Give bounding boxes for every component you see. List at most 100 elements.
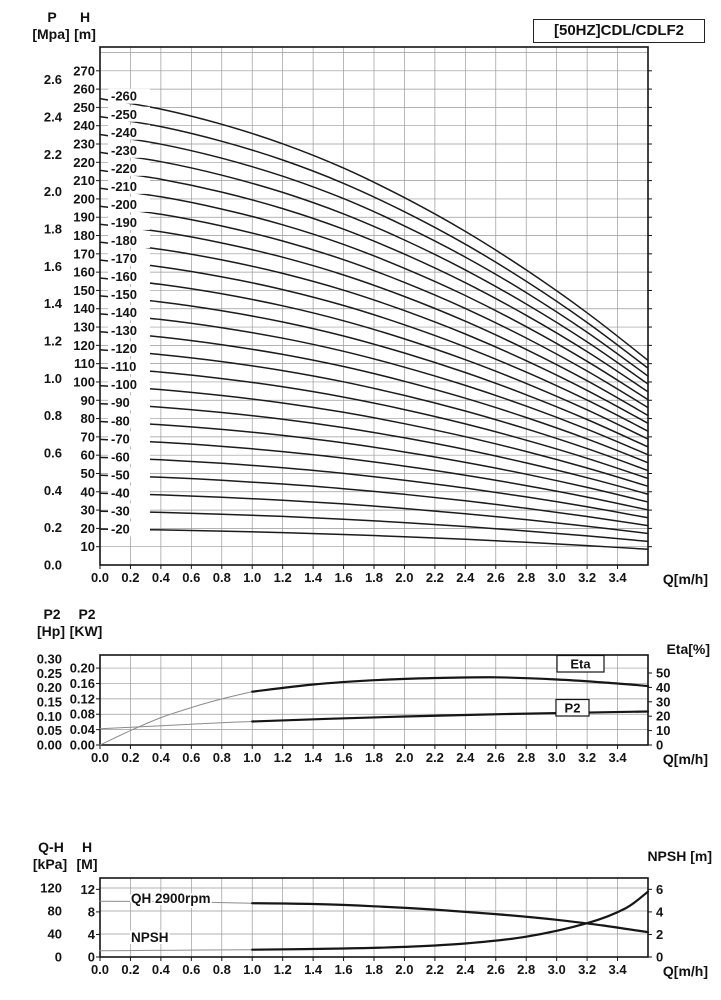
- p-tick-label: 0.4: [44, 483, 63, 498]
- pump-curve--80: [99, 420, 649, 503]
- pump-curve--140: [99, 313, 649, 456]
- power-kw-axis-unit: [KW]: [69, 623, 103, 639]
- npsh-curve: [251, 890, 650, 951]
- x-tick-label: 0.2: [121, 570, 139, 585]
- x-tick-label: 0.4: [152, 570, 171, 585]
- curve-label-bg: [108, 485, 150, 501]
- p-tick-label: 1.8: [44, 222, 62, 237]
- x-tick-label: 2.6: [487, 962, 505, 977]
- curve-label-bg: [108, 106, 150, 122]
- x-tick-label: 2.8: [517, 962, 535, 977]
- x-tick-label: 0.4: [152, 962, 171, 977]
- curve-label--230: -230: [111, 143, 137, 158]
- bottom-kpa-axis-title: Q-H: [38, 839, 64, 855]
- eta-curve: [251, 676, 650, 693]
- kpa-tick-label: 120: [40, 881, 62, 896]
- curve-label--20: -20: [111, 521, 130, 536]
- curve-label--120: -120: [111, 341, 137, 356]
- x-tick-label: 1.0: [243, 750, 261, 765]
- h-tick-label: 230: [73, 137, 95, 152]
- curve-label-bg: [108, 467, 150, 483]
- npsh-tick-label: 6: [656, 882, 663, 897]
- kw-tick-label: 0.08: [70, 707, 95, 722]
- eta-label-box: [556, 654, 605, 673]
- curve-label--90: -90: [111, 395, 130, 410]
- series-model-header: [50HZ]CDL/CDLF2: [533, 19, 705, 43]
- m-curve-label: QH 2900rpm: [131, 891, 211, 906]
- pump-curve--190: [99, 223, 649, 417]
- x-tick-label: 1.2: [274, 750, 292, 765]
- x-tick-label: 0.8: [213, 750, 231, 765]
- power-efficiency-chart: 0.0 0.2 0.4 0.6 0.8 1.0 1.2 1.4 1.6 1.8 2.0 2.2 2.4 2…: [37, 651, 671, 765]
- eta-tick-label: 30: [656, 694, 670, 709]
- p-tick-label: 0.2: [44, 520, 62, 535]
- power-eta-axis-title: Eta[%]: [666, 641, 710, 657]
- m-curve-thin: [99, 900, 253, 904]
- curve-label-bg: [108, 232, 150, 248]
- x-tick-label: 3.0: [548, 750, 566, 765]
- h-tick-label: 140: [73, 301, 95, 316]
- pump-curve--60: [99, 456, 649, 519]
- x-tick-label: 2.0: [395, 750, 413, 765]
- curve-label-bg: [108, 431, 150, 447]
- curve-label-bg: [108, 341, 150, 357]
- curve-label--40: -40: [111, 485, 130, 500]
- curve-label-bg: [108, 287, 150, 303]
- x-tick-label: 1.8: [365, 750, 383, 765]
- h-tick-label: 50: [81, 466, 95, 481]
- h-tick-label: 80: [81, 411, 95, 426]
- kpa-tick-label: 0: [55, 950, 62, 965]
- pump-curve--100: [99, 384, 649, 488]
- bottom-h-axis-title: H: [81, 839, 93, 855]
- x-tick-label: 2.2: [426, 570, 444, 585]
- h-tick-label: 180: [73, 228, 95, 243]
- x-tick-label: 2.4: [456, 962, 475, 977]
- p2-curve-label: P2: [565, 700, 581, 715]
- curve-label--260: -260: [111, 89, 137, 104]
- h-tick-label: 250: [73, 100, 95, 115]
- npsh-tick-label: 2: [656, 927, 663, 942]
- x-tick-label: 3.2: [578, 570, 596, 585]
- main-p-axis-unit: [Mpa]: [32, 26, 70, 42]
- qh-npsh-chart: 0.0 0.2 0.4 0.6 0.8 1.0 1.2 1.4 1.6 1.8 2.0 2.2 2.4 2…: [40, 877, 664, 977]
- hp-tick-label: 0.25: [37, 666, 62, 681]
- p-tick-label: 1.4: [44, 296, 63, 311]
- kw-tick-label: 0.20: [70, 661, 95, 676]
- x-tick-label: 1.4: [304, 962, 323, 977]
- h-tick-label: 100: [73, 374, 95, 389]
- pump-curve--40: [99, 492, 649, 535]
- h-tick-label: 60: [81, 448, 95, 463]
- p2-curve-thin: [99, 721, 253, 730]
- npsh-tick-label: 4: [656, 904, 664, 919]
- power-x-axis-title: Q[m/h]: [662, 751, 708, 767]
- x-tick-label: 0.6: [182, 962, 200, 977]
- x-tick-label: 0.6: [182, 570, 200, 585]
- h-tick-label: 200: [73, 191, 95, 206]
- h-tick-label: 210: [73, 173, 95, 188]
- pump-curve--110: [99, 366, 649, 480]
- m-tick-label: 4: [88, 927, 96, 942]
- curve-label-bg: [108, 88, 150, 104]
- curve-label--180: -180: [111, 233, 137, 248]
- x-tick-label: 0.2: [121, 962, 139, 977]
- curve-label-bg: [108, 251, 150, 267]
- kw-tick-label: 0.00: [70, 738, 95, 753]
- x-tick-label: 2.4: [456, 570, 475, 585]
- x-tick-label: 1.6: [335, 750, 353, 765]
- p-tick-label: 1.0: [44, 371, 62, 386]
- kw-tick-label: 0.16: [70, 676, 95, 691]
- curve-label-bg: [108, 124, 150, 140]
- main-h-axis-title: H: [79, 9, 91, 25]
- pump-curve--160: [99, 277, 649, 440]
- x-tick-label: 1.4: [304, 750, 323, 765]
- kw-tick-label: 0.04: [70, 722, 96, 737]
- h-tick-label: 70: [81, 429, 95, 444]
- main-qh-chart: 0.0 0.2 0.4 0.6 0.8 1.0 1.2 1.4 1.6 1.8 2.0 2.2 2.4 2…: [44, 46, 652, 585]
- pump-curve--260: [99, 97, 649, 362]
- curve-label-bg: [108, 413, 150, 429]
- curve-label--170: -170: [111, 251, 137, 266]
- curve-label-bg: [108, 305, 150, 321]
- x-tick-label: 0.0: [91, 962, 109, 977]
- p-tick-label: 2.4: [44, 110, 63, 125]
- pump-curve--120: [99, 348, 649, 472]
